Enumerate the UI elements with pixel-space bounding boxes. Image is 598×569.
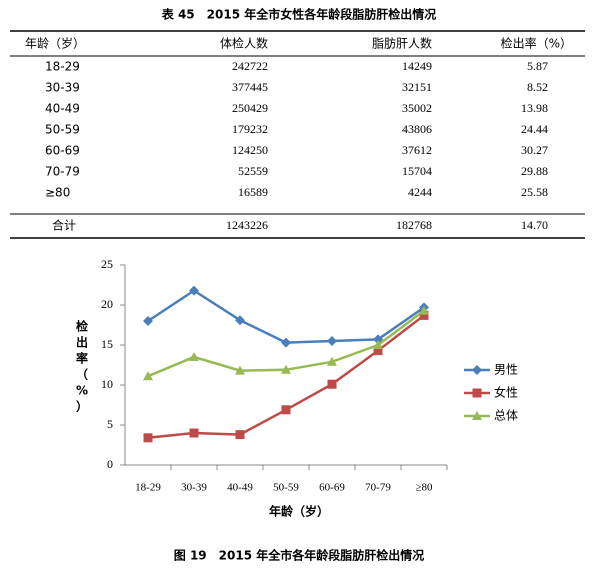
y-tick-label: 10 [101, 377, 113, 391]
table-cell: 15704 [402, 164, 432, 178]
point [373, 346, 383, 356]
x-axis-label: 年龄（岁） [269, 504, 329, 519]
table-cell: 50-59 [45, 123, 80, 137]
x-tick-label: ≥80 [415, 482, 433, 494]
table-cell: 30-39 [45, 81, 80, 95]
table-cell: 37612 [402, 143, 432, 157]
table-cell: 8.52 [527, 80, 548, 94]
point [281, 405, 291, 415]
y-tick-label: 25 [101, 257, 113, 271]
table-cell: 179232 [232, 122, 268, 136]
y-axis-label: % [76, 384, 88, 398]
point [419, 305, 429, 315]
table-cell: 43806 [402, 122, 432, 136]
table-cell: 35002 [402, 101, 432, 115]
point [472, 388, 482, 398]
y-axis-label: 出 [76, 335, 88, 350]
table-cell: 5.87 [527, 59, 548, 73]
point [235, 315, 245, 326]
table-cell: 52559 [238, 164, 268, 178]
point [189, 285, 199, 296]
point [373, 340, 383, 349]
y-axis-label: ） [76, 399, 88, 414]
y-tick-label: 5 [107, 417, 113, 431]
point [281, 337, 291, 348]
point [235, 365, 245, 375]
point [327, 356, 337, 366]
y-tick-label: 20 [101, 297, 113, 311]
table-cell: 25.58 [521, 185, 548, 199]
table-cell: 14.70 [521, 218, 548, 232]
table-cell: 377445 [232, 80, 268, 94]
point [189, 428, 199, 438]
table-cell: 124250 [232, 143, 268, 157]
legend-label: 女性 [494, 385, 518, 400]
legend-label: 男性 [494, 363, 518, 377]
table-title: 表 45 2015 年全市女性各年龄段脂肪肝检出情况 [161, 7, 436, 22]
table-cell: ≥80 [45, 186, 70, 200]
table-cell: 24.44 [521, 122, 548, 136]
table-cell: 16589 [238, 185, 268, 199]
table-header: 体检人数 [220, 36, 268, 51]
y-axis-label: （ [76, 367, 88, 382]
series-line [147, 314, 425, 440]
y-axis-label: 率 [76, 351, 88, 366]
point [327, 379, 337, 389]
legend-label: 总体 [494, 409, 518, 423]
point [143, 433, 153, 443]
table-cell: 40-49 [45, 102, 80, 116]
table-cell: 29.88 [521, 164, 548, 178]
y-axis-label: 检 [76, 319, 88, 334]
point [472, 411, 482, 420]
table-cell: 250429 [232, 101, 268, 115]
table-cell: 13.98 [521, 101, 548, 115]
y-tick-label: 0 [107, 457, 113, 471]
table-cell: 242722 [232, 59, 268, 73]
y-tick-label: 15 [101, 337, 113, 351]
point [143, 371, 153, 381]
point [143, 316, 153, 326]
x-tick-label: 70-79 [365, 482, 391, 494]
table-header: 年龄（岁） [25, 36, 85, 51]
point [327, 336, 337, 346]
table-cell: 70-79 [45, 165, 80, 179]
point [281, 364, 291, 374]
table-cell: 182768 [396, 218, 432, 232]
x-tick-label: 50-59 [273, 482, 299, 494]
point [472, 365, 482, 375]
table-cell: 合计 [52, 218, 76, 233]
table-cell: 30.27 [521, 143, 548, 157]
point [235, 430, 245, 440]
figure-caption: 图 19 2015 年全市各年龄段脂肪肝检出情况 [174, 548, 424, 563]
series-line [147, 289, 425, 344]
table-header: 检出率（%） [501, 36, 572, 51]
table-cell: 18-29 [45, 60, 80, 74]
table-cell: 60-69 [45, 144, 80, 158]
table-cell: 4244 [408, 185, 432, 199]
table-cell: 1243226 [226, 218, 268, 232]
table-cell: 32151 [402, 80, 432, 94]
x-tick-label: 30-39 [181, 482, 207, 494]
x-tick-label: 40-49 [227, 482, 253, 494]
table-header: 脂肪肝人数 [372, 36, 432, 51]
point [419, 310, 429, 320]
table-cell: 14249 [402, 59, 432, 73]
point [189, 352, 199, 361]
x-tick-label: 18-29 [135, 482, 161, 494]
x-tick-label: 60-69 [319, 482, 345, 494]
